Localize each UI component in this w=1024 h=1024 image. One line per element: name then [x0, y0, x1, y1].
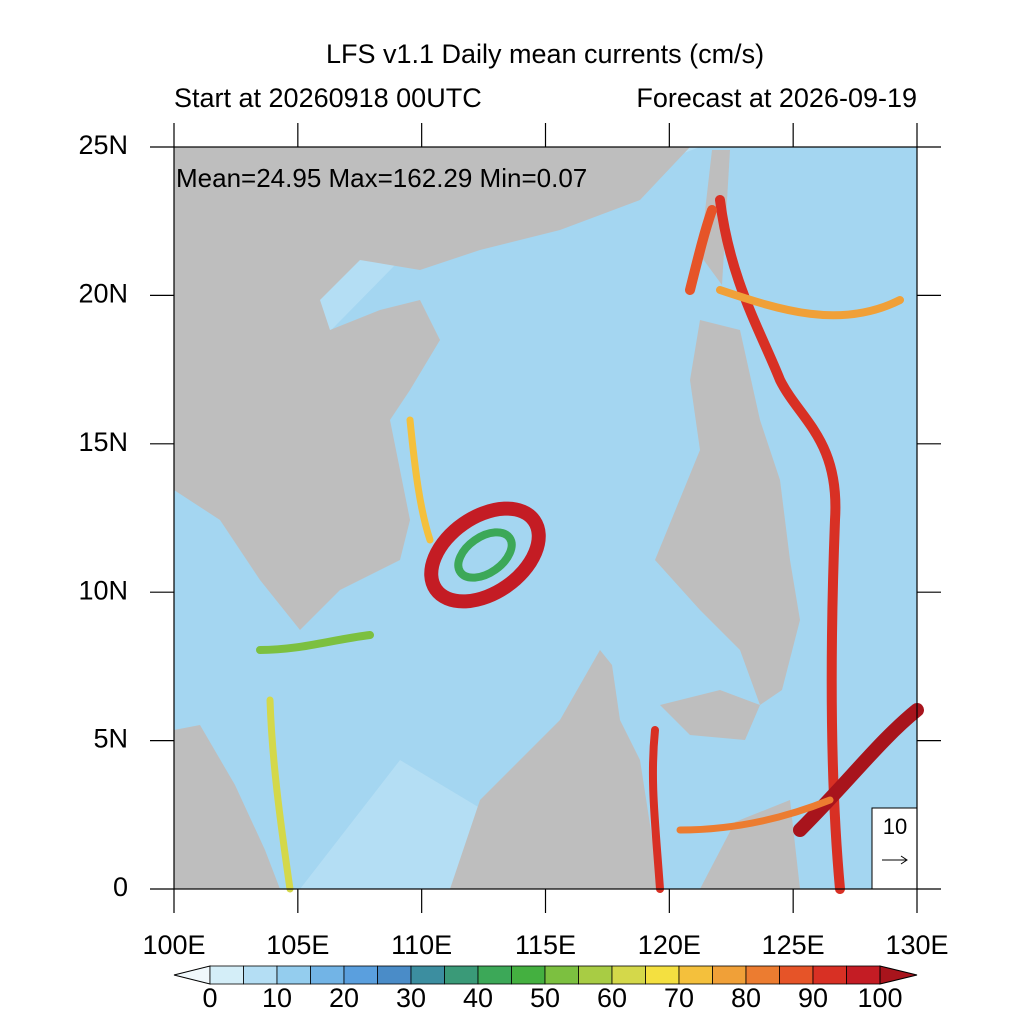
colorbar-label: 40 — [463, 983, 493, 1013]
colorbar-box — [779, 965, 814, 985]
colorbar-box — [712, 965, 747, 985]
y-tick-label: 25N — [78, 130, 128, 160]
y-tick-label: 10N — [78, 575, 128, 605]
colorbar-label: 10 — [262, 983, 292, 1013]
y-tick-label: 0 — [113, 872, 128, 902]
y-tick-label: 5N — [93, 724, 128, 754]
x-tick-label: 110E — [391, 930, 452, 960]
colorbar-low — [173, 965, 211, 985]
colorbar-label: 100 — [857, 983, 902, 1013]
colorbar-box — [645, 965, 680, 985]
currents — [256, 195, 924, 894]
x-tick-label: 130E — [885, 930, 948, 960]
colorbar-box — [310, 965, 345, 985]
x-tick-label: 100E — [142, 930, 205, 960]
title: LFS v1.1 Daily mean currents (cm/s) — [326, 39, 764, 69]
colorbar-label: 50 — [530, 983, 560, 1013]
colorbar-box — [812, 965, 847, 985]
colorbar-label: 80 — [731, 983, 761, 1013]
colorbar-box — [410, 965, 445, 985]
colorbar-box — [209, 965, 244, 985]
x-tick-label: 120E — [638, 930, 701, 960]
colorbar-box — [578, 965, 613, 985]
stats-annotation: Mean=24.95 Max=162.29 Min=0.07 — [176, 163, 587, 193]
colorbar-box — [276, 965, 311, 985]
colorbar-box — [745, 965, 780, 985]
colorbar-label: 0 — [202, 983, 217, 1013]
colorbar-label: 90 — [798, 983, 828, 1013]
land — [174, 147, 800, 889]
x-tick-label: 105E — [266, 930, 329, 960]
map-field: 10 — [173, 146, 924, 894]
colorbar-box — [511, 965, 546, 985]
right-subtitle: Forecast at 2026-09-19 — [636, 83, 917, 113]
reference-vector-arrow — [882, 855, 908, 865]
reference-vector-label: 10 — [883, 814, 907, 839]
colorbar-box — [477, 965, 512, 985]
y-tick-label: 15N — [78, 427, 128, 457]
colorbar-box — [444, 965, 479, 985]
left-subtitle: Start at 20260918 00UTC — [174, 83, 482, 113]
colorbar-label: 70 — [664, 983, 694, 1013]
colorbar-label: 60 — [597, 983, 627, 1013]
colorbar-box — [243, 965, 278, 985]
y-tick-label: 20N — [78, 279, 128, 309]
colorbar-box — [846, 965, 881, 985]
colorbar-box — [544, 965, 579, 985]
x-tick-label: 115E — [515, 930, 576, 960]
colorbar-high — [879, 965, 918, 985]
colorbar-label: 20 — [329, 983, 359, 1013]
colorbar-box — [377, 965, 412, 985]
colorbar-box — [611, 965, 646, 985]
x-tick-label: 125E — [762, 930, 825, 960]
colorbar-box — [343, 965, 378, 985]
colorbar-label: 30 — [396, 983, 426, 1013]
colorbar-box — [678, 965, 713, 985]
